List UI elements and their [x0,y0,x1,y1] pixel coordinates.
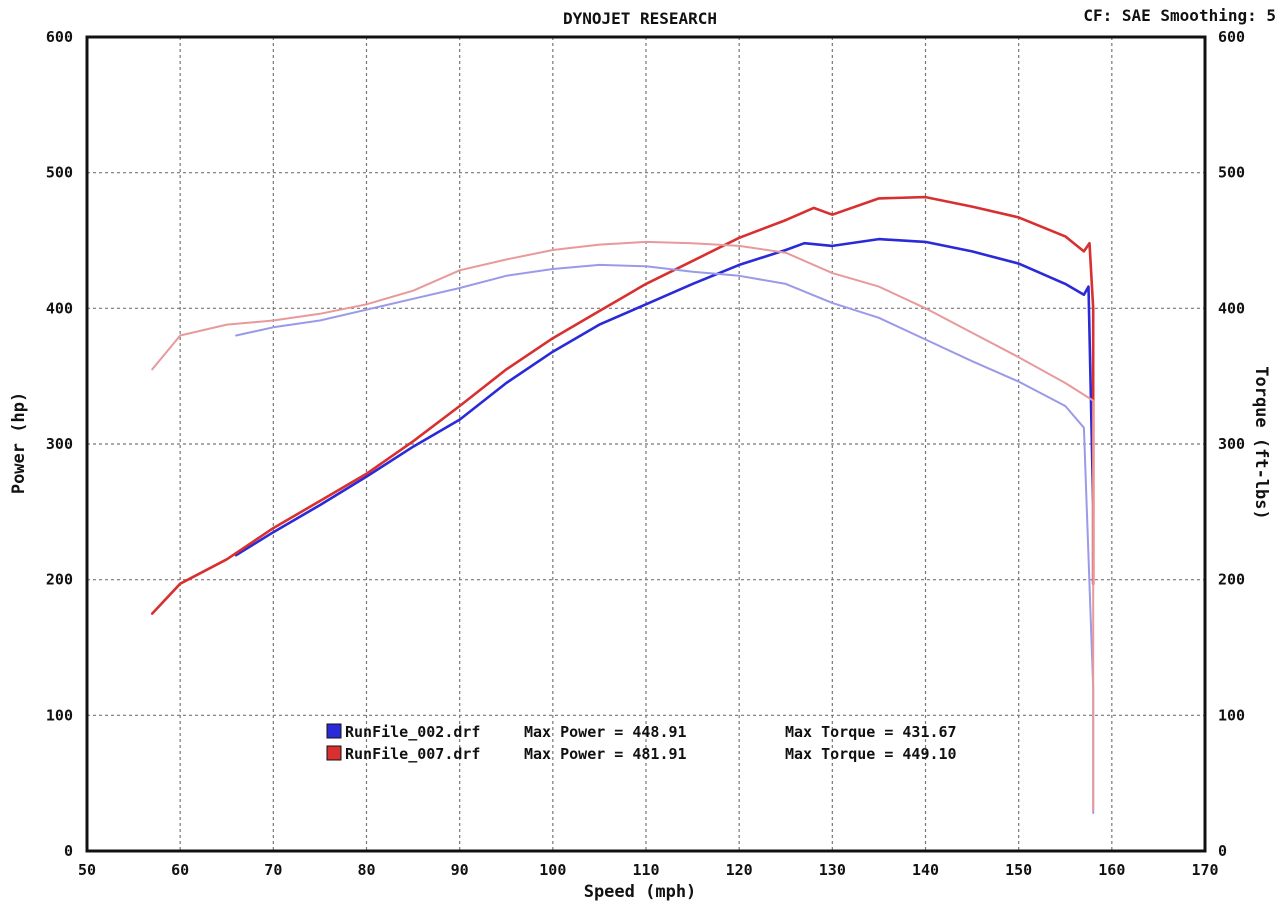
series-torque-run-007 [151,240,1095,812]
correction-and-smoothing-label: CF: SAE Smoothing: 5 [1083,6,1276,25]
y2-axis-title: Torque (ft-lbs) [1251,366,1271,520]
x-axis-title: Speed (mph) [584,882,697,901]
x-tick-label: 150 [1005,861,1032,879]
x-tick-label: 130 [819,861,846,879]
x-tick-label: 160 [1098,861,1125,879]
legend-run-007-file: RunFile_007.drf [345,745,480,763]
chart-title: DYNOJET RESEARCH [563,9,717,28]
series-torque-run-002 [235,263,1095,814]
y-tick-label: 300 [46,435,73,453]
legend-run-002-power: Max Power = 448.91 [524,723,687,741]
y-axis-title: Power (hp) [9,392,29,494]
x-tick-label: 140 [912,861,939,879]
x-tick-label: 90 [451,861,469,879]
y-tick-label: 0 [64,842,73,860]
x-tick-label: 80 [357,861,375,879]
y-tick-label: 400 [46,299,73,317]
legend-run-002-file: RunFile_002.drf [345,723,480,741]
y-tick-label: 200 [46,571,73,589]
series-layer [150,195,1095,814]
legend-swatch-run-002 [326,723,342,739]
y2-tick-label: 600 [1218,28,1245,46]
y-tick-label: 100 [46,706,73,724]
legend-run-007-power: Max Power = 481.91 [524,745,687,763]
y-tick-label: 600 [46,28,73,46]
legend: RunFile_002.drf Max Power = 448.91 Max T… [326,723,957,763]
x-tick-label: 120 [726,861,753,879]
y2-tick-label: 400 [1218,299,1245,317]
x-tick-label: 110 [632,861,659,879]
y2-tick-label: 100 [1218,706,1245,724]
x-tick-label: 170 [1191,861,1218,879]
y-tick-label: 500 [46,164,73,182]
y2-tick-label: 200 [1218,571,1245,589]
y2-tick-label: 0 [1218,842,1227,860]
legend-run-002-torque: Max Torque = 431.67 [785,723,957,741]
x-tick-label: 60 [171,861,189,879]
y2-tick-label: 500 [1218,164,1245,182]
plot-frame [85,35,1207,853]
series-power-run-002 [234,237,1095,586]
series-power-run-007 [150,195,1095,615]
x-tick-label: 70 [264,861,282,879]
y2-tick-label: 300 [1218,435,1245,453]
tick-layer: 50 60 70 80 90 100 110 120 130 140 150 160 170010020… [46,28,1245,879]
x-tick-label: 50 [78,861,96,879]
x-tick-label: 100 [539,861,566,879]
legend-run-007-torque: Max Torque = 449.10 [785,745,957,763]
legend-swatch-run-007 [326,745,342,761]
